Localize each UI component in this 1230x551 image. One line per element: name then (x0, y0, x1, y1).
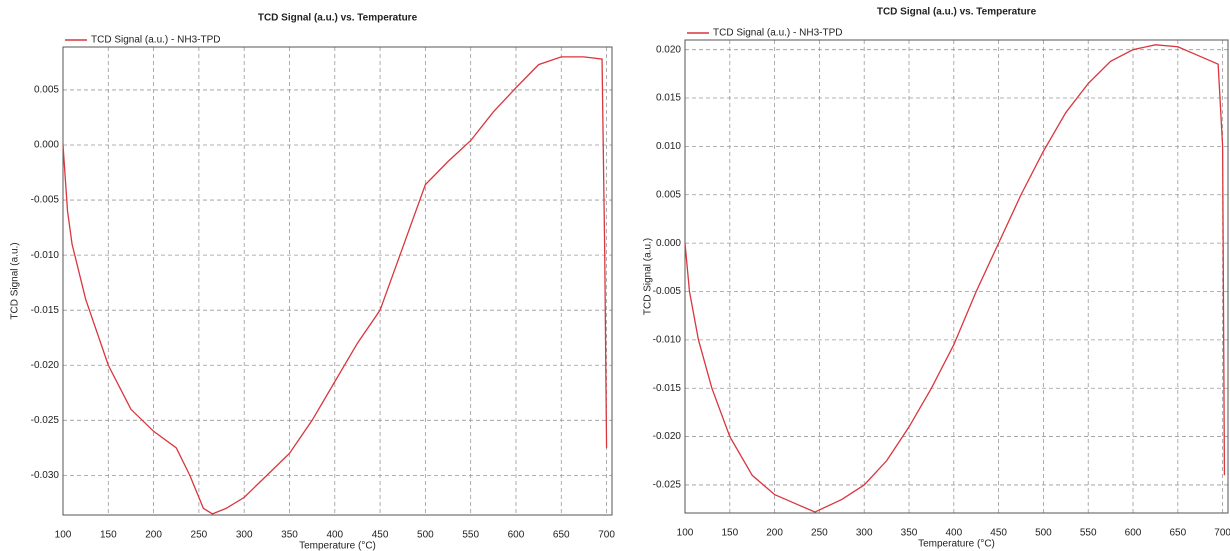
x-tick-label: 300 (856, 528, 873, 539)
x-tick-label: 650 (1169, 528, 1186, 539)
x-tick-label: 450 (372, 530, 389, 541)
y-tick-label: 0.000 (34, 140, 59, 151)
y-tick-label: -0.010 (653, 334, 682, 345)
y-tick-label: 0.015 (656, 93, 681, 104)
x-tick-label: 500 (417, 530, 434, 541)
x-tick-label: 550 (462, 530, 479, 541)
y-tick-label: -0.025 (653, 480, 682, 491)
x-tick-label: 600 (508, 530, 525, 541)
chart-title: TCD Signal (a.u.) vs. Temperature (877, 7, 1037, 18)
x-axis-label: Temperature (°C) (299, 541, 376, 551)
y-axis-label: TCD Signal (a.u.) (10, 242, 21, 319)
y-tick-label: -0.015 (31, 305, 60, 316)
x-tick-label: 500 (1035, 528, 1052, 539)
x-tick-label: 700 (1214, 528, 1230, 539)
legend-label: TCD Signal (a.u.) - NH3-TPD (91, 35, 220, 46)
x-tick-label: 200 (766, 528, 783, 539)
x-tick-label: 100 (677, 528, 694, 539)
x-tick-label: 350 (281, 530, 298, 541)
y-tick-label: 0.000 (656, 238, 681, 249)
x-tick-label: 550 (1080, 528, 1097, 539)
x-tick-label: 250 (811, 528, 828, 539)
y-tick-label: -0.015 (653, 383, 682, 394)
y-tick-label: -0.030 (31, 470, 60, 481)
x-tick-label: 100 (55, 530, 72, 541)
x-tick-label: 350 (901, 528, 918, 539)
y-tick-label: 0.020 (656, 44, 681, 55)
y-tick-label: -0.005 (653, 286, 682, 297)
y-tick-label: -0.020 (653, 431, 682, 442)
legend-label: TCD Signal (a.u.) - NH3-TPD (713, 28, 842, 39)
x-tick-label: 250 (191, 530, 208, 541)
data-line (62, 56, 608, 515)
x-tick-label: 700 (598, 530, 615, 541)
x-tick-label: 400 (326, 530, 343, 541)
chart-title: TCD Signal (a.u.) vs. Temperature (258, 13, 418, 24)
plot-frame (684, 39, 1229, 514)
x-tick-label: 600 (1125, 528, 1142, 539)
x-tick-label: 200 (145, 530, 162, 541)
y-tick-label: -0.010 (31, 250, 60, 261)
x-tick-label: 450 (990, 528, 1007, 539)
x-tick-label: 150 (721, 528, 738, 539)
y-tick-label: -0.005 (31, 195, 60, 206)
y-tick-label: 0.005 (34, 85, 59, 96)
data-line (684, 44, 1226, 513)
x-tick-label: 400 (945, 528, 962, 539)
y-tick-label: 0.010 (656, 141, 681, 152)
x-tick-label: 650 (553, 530, 570, 541)
y-axis-label: TCD Signal (a.u.) (643, 238, 654, 315)
y-tick-label: -0.025 (31, 415, 60, 426)
plot-frame (62, 46, 613, 516)
x-tick-label: 150 (100, 530, 117, 541)
x-tick-label: 300 (236, 530, 253, 541)
y-tick-label: 0.005 (656, 189, 681, 200)
x-axis-label: Temperature (°C) (918, 539, 995, 550)
y-tick-label: -0.020 (31, 360, 60, 371)
